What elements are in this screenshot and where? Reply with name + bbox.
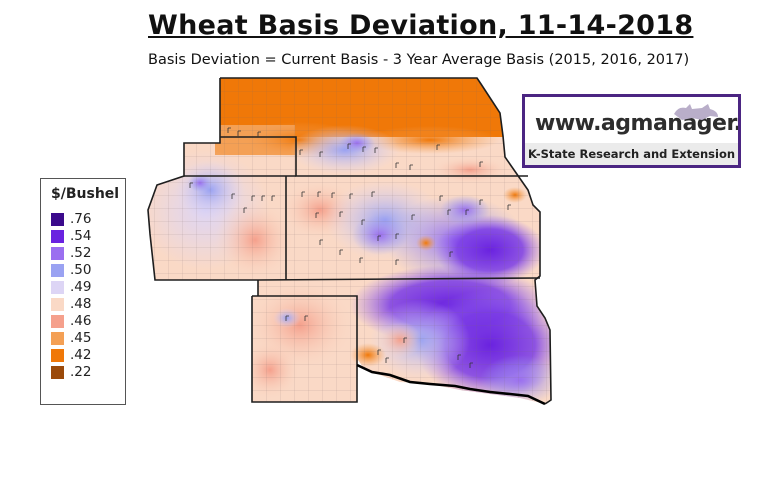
legend-item: .52	[51, 245, 91, 261]
legend-label: .76	[70, 211, 92, 227]
legend-swatch	[51, 246, 64, 260]
legend-swatch	[51, 263, 64, 277]
map-title: Wheat Basis Deviation, 11-14-2018	[148, 10, 694, 41]
legend-swatch	[51, 365, 64, 379]
legend-item: .45	[51, 330, 91, 346]
legend-label: .42	[70, 347, 92, 363]
legend-item: .76	[51, 211, 91, 227]
map-subtitle: Basis Deviation = Current Basis - 3 Year…	[148, 52, 690, 68]
legend-label: .46	[70, 313, 92, 329]
legend-item: .50	[51, 262, 91, 278]
legend-label: .45	[70, 330, 92, 346]
legend-swatch	[51, 212, 64, 226]
legend-swatch	[51, 280, 64, 294]
legend: $/Bushel .76.54.52.50.49.48.46.45.42.22	[40, 178, 126, 405]
station-markers	[189, 127, 511, 368]
legend-item: .42	[51, 347, 91, 363]
logo-bar	[525, 143, 738, 165]
legend-item: .48	[51, 296, 91, 312]
legend-label: .48	[70, 296, 92, 312]
legend-swatch	[51, 314, 64, 328]
agmanager-logo[interactable]: www.agmanager.info K-State Research and …	[522, 94, 741, 168]
legend-item: .22	[51, 364, 91, 380]
legend-item: .49	[51, 279, 91, 295]
red-river-line	[356, 363, 546, 406]
legend-label: .54	[70, 228, 92, 244]
legend-item: .54	[51, 228, 91, 244]
legend-item: .46	[51, 313, 91, 329]
legend-swatch	[51, 331, 64, 345]
legend-label: .50	[70, 262, 92, 278]
logo-org-text: K-State Research and Extension	[527, 147, 736, 161]
wildcat-icon	[674, 104, 718, 120]
legend-title: $/Bushel	[51, 186, 120, 202]
legend-label: .52	[70, 245, 92, 261]
legend-label: .22	[70, 364, 92, 380]
legend-label: .49	[70, 279, 92, 295]
legend-swatch	[51, 348, 64, 362]
legend-swatch	[51, 229, 64, 243]
legend-swatch	[51, 297, 64, 311]
